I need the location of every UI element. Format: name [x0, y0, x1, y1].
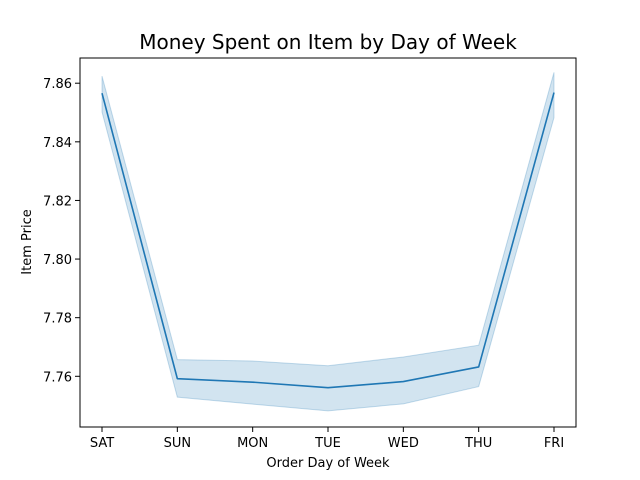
x-tick-label: FRI — [544, 436, 564, 451]
series-line — [101, 92, 555, 389]
chart-title: Money Spent on Item by Day of Week — [139, 30, 517, 54]
x-tick-label: SUN — [164, 436, 192, 451]
confidence-band — [101, 72, 555, 412]
y-tick-label: 7.84 — [43, 136, 72, 151]
x-tick-label: WED — [388, 436, 419, 451]
x-axis-label: Order Day of Week — [266, 456, 390, 471]
x-tick-label: THU — [464, 436, 492, 451]
x-tick-label: SAT — [90, 436, 114, 451]
y-axis: 7.76 7.78 7.80 7.82 7.84 7.86 — [43, 77, 80, 385]
x-tick-label: TUE — [314, 436, 341, 451]
y-axis-label: Item Price — [20, 209, 35, 274]
y-tick-label: 7.80 — [43, 253, 72, 268]
y-tick-label: 7.82 — [43, 194, 72, 209]
plot-area — [101, 72, 555, 412]
y-tick-label: 7.86 — [43, 77, 72, 92]
x-axis: SAT SUN MON TUE WED THU FRI — [90, 427, 564, 451]
y-tick-label: 7.76 — [43, 370, 72, 385]
x-tick-label: MON — [237, 436, 268, 451]
y-tick-label: 7.78 — [43, 312, 72, 327]
